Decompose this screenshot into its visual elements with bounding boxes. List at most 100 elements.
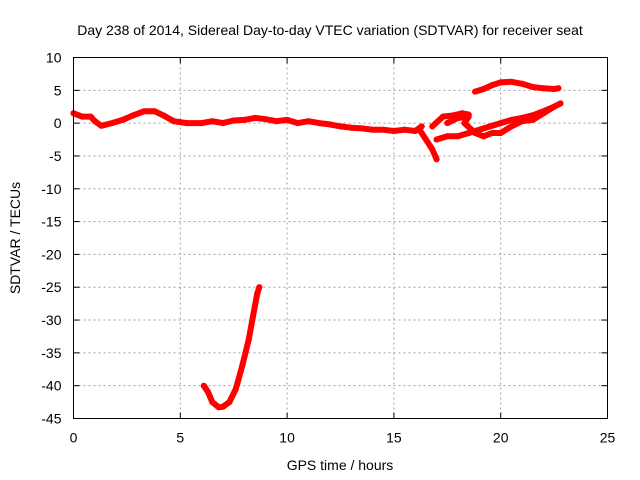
y-tick-label: -15	[41, 214, 61, 230]
data-point	[209, 399, 216, 406]
data-point	[87, 113, 94, 120]
data-point	[497, 79, 504, 86]
data-point	[440, 113, 446, 120]
data-point	[489, 82, 496, 89]
data-point	[540, 85, 547, 92]
data-point	[200, 382, 207, 389]
data-point	[380, 126, 387, 133]
x-axis-title: GPS time / hours	[287, 457, 394, 473]
data-point	[489, 130, 496, 136]
data-point	[256, 284, 263, 291]
data-point	[459, 110, 466, 117]
data-point	[508, 78, 515, 85]
data-point	[226, 399, 233, 406]
y-tick-label: -45	[41, 411, 61, 427]
data-point	[519, 118, 526, 125]
series-dip-track	[416, 126, 440, 163]
plot-frame	[73, 57, 608, 419]
x-axis-ticks: 0 5 10 15 20 25	[70, 57, 616, 446]
x-tick-label: 25	[600, 430, 616, 446]
data-point	[557, 100, 564, 107]
data-point	[232, 386, 239, 392]
data-point	[151, 108, 158, 115]
data-point	[91, 118, 98, 125]
data-point	[220, 120, 226, 127]
x-tick-label: 15	[386, 430, 402, 446]
y-tick-label: -30	[41, 312, 61, 328]
data-point	[348, 124, 355, 131]
y-tick-label: -25	[41, 279, 61, 295]
data-point	[433, 156, 440, 163]
data-point	[326, 121, 333, 128]
data-point	[337, 123, 344, 130]
series-main-track	[70, 108, 425, 134]
data-point	[316, 120, 323, 127]
data-point	[119, 116, 126, 123]
data-point	[472, 130, 479, 136]
data-point	[273, 118, 280, 125]
x-tick-label: 0	[70, 430, 78, 446]
data-point	[529, 116, 536, 123]
data-point	[284, 116, 291, 123]
data-point	[444, 133, 451, 140]
series-layer	[70, 78, 564, 411]
y-tick-label: -20	[41, 246, 61, 262]
data-point	[519, 80, 526, 87]
data-point	[497, 130, 504, 136]
data-point	[480, 133, 487, 140]
x-tick-label: 10	[279, 430, 295, 446]
data-point	[429, 123, 436, 130]
data-point	[401, 126, 408, 133]
data-point	[472, 88, 479, 95]
y-axis-ticks: 10 5 0 -5 -10 -15 -20 -25 -30 -35 -40 -45	[41, 50, 608, 427]
x-tick-label: 5	[176, 430, 184, 446]
data-point	[305, 118, 312, 125]
data-point	[461, 120, 468, 127]
data-point	[141, 108, 147, 115]
y-axis-title: SDTVAR / TECUs	[7, 182, 23, 294]
data-point	[480, 86, 487, 92]
data-point	[555, 85, 562, 92]
data-point	[254, 290, 261, 297]
data-point	[508, 123, 515, 130]
data-point	[241, 116, 248, 123]
data-point	[239, 363, 246, 369]
data-point	[416, 126, 423, 133]
series-deep-arc-track	[200, 284, 263, 411]
data-point	[433, 136, 440, 143]
data-point	[220, 403, 226, 410]
data-point	[529, 84, 536, 90]
data-point	[450, 112, 457, 119]
data-point	[160, 112, 167, 119]
y-tick-label: -40	[41, 378, 61, 394]
y-tick-label: -5	[49, 148, 62, 164]
data-point	[444, 120, 451, 127]
y-tick-label: 0	[54, 115, 62, 131]
data-point	[130, 112, 137, 119]
data-point	[183, 120, 190, 127]
data-point	[422, 136, 429, 143]
y-tick-label: -35	[41, 345, 61, 361]
data-point	[487, 123, 493, 130]
data-point	[170, 118, 177, 125]
data-point	[209, 118, 216, 125]
data-point	[540, 110, 547, 117]
series-upper-right-track	[472, 78, 562, 95]
data-point	[262, 116, 269, 123]
chart-title: Day 238 of 2014, Sidereal Day-to-day VTE…	[77, 22, 583, 38]
data-point	[465, 111, 472, 118]
data-point	[455, 133, 461, 140]
data-point	[429, 146, 436, 153]
data-point	[252, 114, 259, 121]
data-point	[245, 336, 252, 343]
data-point	[249, 313, 256, 320]
data-point	[98, 122, 105, 129]
data-point	[508, 116, 515, 123]
data-point	[205, 389, 212, 396]
x-tick-label: 20	[493, 430, 509, 446]
data-point	[230, 117, 237, 124]
data-point	[551, 103, 558, 110]
data-point	[390, 128, 397, 134]
data-point	[497, 120, 504, 127]
